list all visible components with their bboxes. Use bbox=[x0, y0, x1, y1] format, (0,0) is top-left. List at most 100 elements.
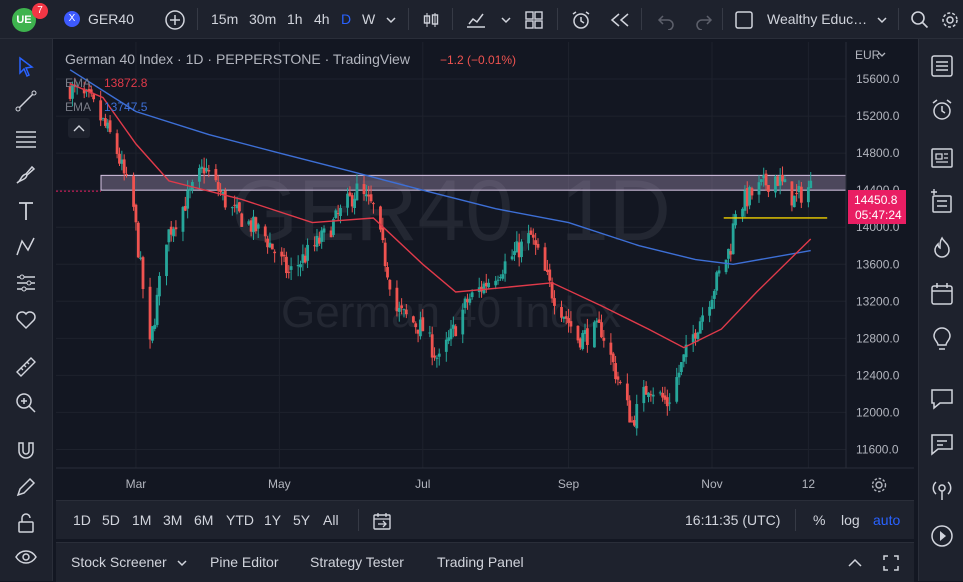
prediction-icon[interactable] bbox=[14, 271, 38, 295]
lightbulb-icon[interactable] bbox=[929, 327, 955, 353]
range-1d[interactable]: 1D bbox=[73, 512, 91, 528]
top-toolbar: UE 7 X GER40 15m 30m 1h 4h D W Wealthy E… bbox=[0, 0, 963, 39]
lock-icon[interactable] bbox=[14, 511, 38, 535]
replay-button[interactable] bbox=[609, 0, 631, 38]
ema1-label[interactable]: EMA bbox=[65, 76, 91, 90]
tab-pine-editor[interactable]: Pine Editor bbox=[210, 554, 279, 570]
candle-body bbox=[578, 338, 582, 348]
watchlist-icon[interactable] bbox=[929, 53, 955, 79]
candle-body bbox=[795, 193, 799, 195]
ema2-label[interactable]: EMA bbox=[65, 100, 91, 114]
log-toggle[interactable]: log bbox=[841, 512, 860, 528]
candle-body bbox=[339, 207, 342, 217]
chat-icon[interactable] bbox=[929, 385, 955, 411]
collapse-legend-button[interactable] bbox=[68, 118, 90, 138]
range-3m[interactable]: 3M bbox=[163, 512, 183, 528]
maximize-panel-button[interactable] bbox=[882, 543, 900, 582]
range-1m[interactable]: 1M bbox=[132, 512, 152, 528]
currency-label[interactable]: EUR bbox=[855, 48, 881, 62]
divider bbox=[557, 8, 558, 30]
price-axis[interactable] bbox=[846, 42, 914, 468]
tab-strategy-tester[interactable]: Strategy Tester bbox=[310, 554, 404, 570]
auto-toggle[interactable]: auto bbox=[873, 512, 901, 528]
range-6m[interactable]: 6M bbox=[194, 512, 214, 528]
heart-icon[interactable] bbox=[14, 307, 38, 331]
tab-stock-screener[interactable]: Stock Screener bbox=[71, 554, 167, 570]
eye-icon[interactable] bbox=[14, 545, 38, 569]
interval-1h[interactable]: 1h bbox=[287, 11, 303, 27]
redo-button[interactable] bbox=[694, 0, 714, 38]
price-chart[interactable]: GER40, 1D German 40 Index 15600.015200.0… bbox=[56, 42, 914, 497]
indicators-dropdown-button[interactable] bbox=[500, 0, 512, 38]
fib-retracement-icon[interactable] bbox=[14, 127, 38, 151]
indicators-button[interactable] bbox=[465, 0, 487, 38]
tab-trading-panel[interactable]: Trading Panel bbox=[437, 554, 524, 570]
candle-body bbox=[454, 326, 458, 337]
play-circle-icon[interactable] bbox=[929, 523, 955, 549]
range-all[interactable]: All bbox=[323, 512, 339, 528]
interval-w[interactable]: W bbox=[362, 11, 376, 27]
candle-body bbox=[233, 204, 237, 206]
undo-button[interactable] bbox=[656, 0, 676, 38]
brush-icon[interactable] bbox=[14, 163, 38, 187]
add-list-icon[interactable] bbox=[929, 189, 955, 215]
percent-toggle[interactable]: % bbox=[813, 512, 826, 528]
layouts-button[interactable] bbox=[524, 0, 544, 38]
chevron-down-icon bbox=[501, 17, 511, 24]
fire-icon[interactable] bbox=[929, 235, 955, 261]
goto-date-button[interactable] bbox=[372, 501, 392, 539]
ema-lines bbox=[69, 69, 812, 349]
zoom-in-icon[interactable] bbox=[14, 391, 38, 415]
interval-d[interactable]: D bbox=[341, 11, 352, 27]
candle-body bbox=[89, 89, 93, 94]
time-axis[interactable]: Mar May Jul Sep Nov 12 bbox=[126, 477, 816, 491]
clock-time[interactable]: 16:11:35 (UTC) bbox=[685, 512, 781, 528]
search-button[interactable] bbox=[910, 0, 930, 38]
settings-button[interactable] bbox=[940, 0, 960, 38]
interval-30m[interactable]: 30m bbox=[249, 11, 277, 27]
interval-4h[interactable]: 4h bbox=[314, 11, 330, 27]
candle-body bbox=[254, 217, 258, 232]
news-icon[interactable] bbox=[929, 145, 955, 171]
calendar-icon[interactable] bbox=[929, 281, 955, 307]
ruler-icon[interactable] bbox=[14, 355, 38, 379]
layout-checkbox[interactable] bbox=[734, 0, 754, 38]
candle-body bbox=[468, 298, 472, 303]
candle-body bbox=[103, 118, 107, 126]
range-ytd[interactable]: YTD bbox=[226, 512, 254, 528]
pattern-icon[interactable] bbox=[14, 235, 38, 259]
interval-15m[interactable]: 15m bbox=[211, 11, 239, 27]
text-icon[interactable] bbox=[14, 199, 38, 223]
broadcast-icon[interactable] bbox=[929, 477, 955, 503]
layout-dropdown-chevron[interactable] bbox=[876, 0, 888, 38]
alert-button[interactable] bbox=[570, 0, 592, 38]
resistance-zone[interactable] bbox=[56, 174, 847, 192]
add-symbol-button[interactable] bbox=[164, 0, 186, 38]
symbol-search-button[interactable]: GER40 bbox=[88, 11, 134, 27]
chart-area[interactable]: GER40, 1D German 40 Index 15600.0 15200.0… bbox=[56, 42, 914, 497]
current-price-label: 14450.8 05:47:24 bbox=[848, 190, 906, 224]
alarm-clock-icon[interactable] bbox=[929, 97, 955, 123]
chart-type-button[interactable] bbox=[421, 0, 441, 38]
layout-name-dropdown[interactable]: Wealthy Educ… bbox=[767, 11, 868, 27]
candle-body bbox=[717, 270, 721, 274]
candle-body bbox=[564, 316, 568, 319]
candle-body bbox=[677, 372, 681, 378]
trend-line-icon[interactable] bbox=[14, 89, 38, 113]
range-5y[interactable]: 5Y bbox=[293, 512, 311, 528]
grid-icon bbox=[525, 11, 543, 29]
candle-body bbox=[581, 332, 585, 350]
stock-screener-dropdown[interactable] bbox=[176, 543, 188, 582]
message-icon[interactable] bbox=[929, 431, 955, 457]
cursor-icon[interactable] bbox=[14, 55, 38, 79]
range-1y[interactable]: 1Y bbox=[264, 512, 282, 528]
range-5d[interactable]: 5D bbox=[102, 512, 120, 528]
interval-dropdown-button[interactable] bbox=[385, 0, 397, 38]
magnet-icon[interactable] bbox=[14, 439, 38, 463]
pencil-lock-icon[interactable] bbox=[14, 475, 38, 499]
candle-body bbox=[219, 190, 222, 193]
expand-panel-button[interactable] bbox=[846, 543, 864, 582]
gear-icon[interactable] bbox=[871, 477, 887, 493]
legend-title[interactable]: German 40 Index · 1D · PEPPERSTONE · Tra… bbox=[65, 51, 411, 67]
candle-body bbox=[611, 353, 615, 363]
